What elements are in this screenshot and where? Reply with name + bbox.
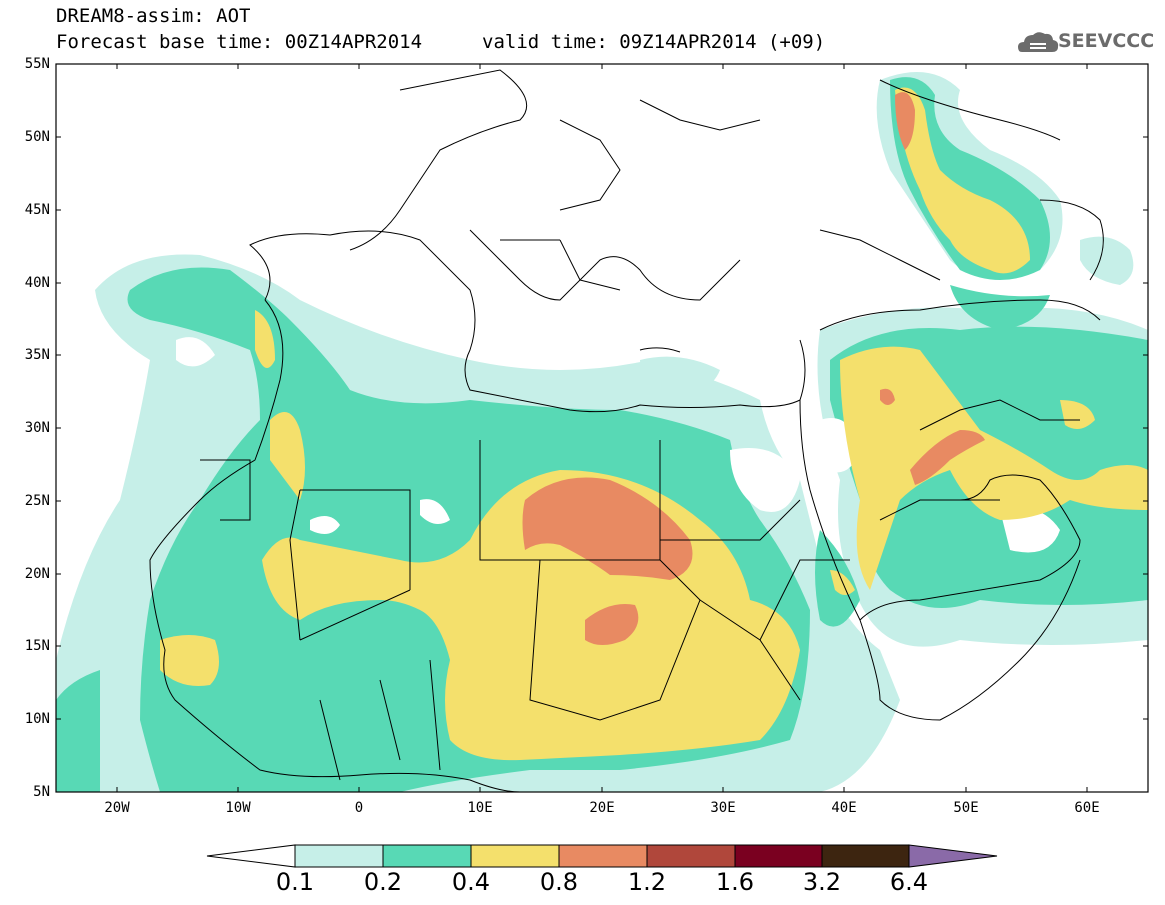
lat-label-20n: 20N <box>24 566 50 582</box>
lon-label-40e: 40E <box>831 800 857 816</box>
legend-swatch-0.1 <box>294 844 384 868</box>
lat-label-30n: 30N <box>24 420 50 436</box>
lat-label-10n: 10N <box>24 711 50 727</box>
legend-label-3.2: 3.2 <box>802 868 842 896</box>
lat-label-5n: 5N <box>33 784 50 800</box>
legend-swatch-0.2 <box>382 844 472 868</box>
lat-label-15n: 15N <box>24 638 50 654</box>
aot-band-0.8 <box>522 92 985 645</box>
valid-time: valid time: 09Z14APR2014 (+09) <box>482 31 826 53</box>
map-title: DREAM8-assim: AOT <box>56 5 251 27</box>
lon-label-10w: 10W <box>225 800 251 816</box>
lon-label-20w: 20W <box>104 800 130 816</box>
legend-label-1.6: 1.6 <box>715 868 755 896</box>
legend-swatch-1.6 <box>734 844 823 868</box>
coastlines <box>149 69 1104 792</box>
lat-label-45n: 45N <box>24 202 50 218</box>
legend-label-1.2: 1.2 <box>627 868 667 896</box>
legend-swatch-above <box>908 844 998 868</box>
lat-label-40n: 40N <box>24 275 50 291</box>
legend-label-0.1: 0.1 <box>275 868 315 896</box>
lon-label-10e: 10E <box>467 800 493 816</box>
forecast-base-time: Forecast base time: 00Z14APR2014 <box>56 31 423 53</box>
lat-label-25n: 25N <box>24 493 50 509</box>
aot-map <box>55 63 1149 793</box>
legend-label-0.8: 0.8 <box>539 868 579 896</box>
legend-swatch-0.8 <box>558 844 648 868</box>
lon-label-50e: 50E <box>953 800 979 816</box>
legend-label-0.4: 0.4 <box>451 868 491 896</box>
lat-label-55n: 55N <box>24 56 50 72</box>
legend-label-6.4: 6.4 <box>889 868 929 896</box>
axis-ticks <box>56 63 1148 792</box>
legend-swatch-3.2 <box>821 844 910 868</box>
lon-label-60e: 60E <box>1074 800 1100 816</box>
cloud-icon <box>1018 32 1059 52</box>
lat-label-35n: 35N <box>24 347 50 363</box>
legend-swatch-1.2 <box>646 844 736 868</box>
lon-label-30e: 30E <box>710 800 736 816</box>
legend-swatch-0.4 <box>470 844 560 868</box>
legend-label-0.2: 0.2 <box>363 868 403 896</box>
logo-text: SEEVCCC <box>1058 30 1155 52</box>
lon-label-20e: 20E <box>589 800 615 816</box>
lat-label-50n: 50N <box>24 129 50 145</box>
lon-label-0: 0 <box>354 800 364 816</box>
legend-swatch-below <box>206 844 296 868</box>
